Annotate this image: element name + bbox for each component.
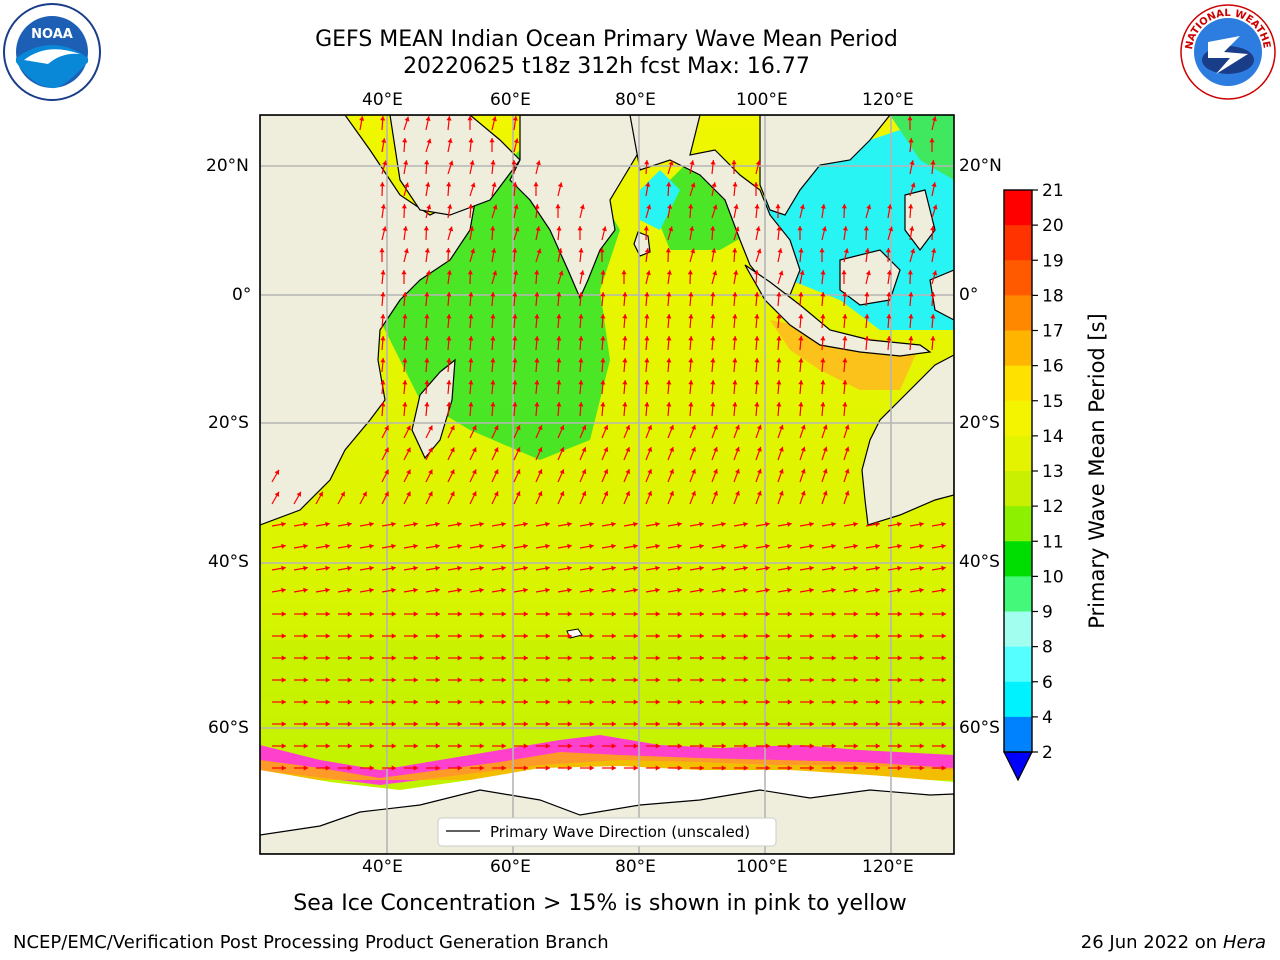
footer-machine: Hera <box>1222 932 1266 953</box>
lat-label-left-20n: 20°N <box>206 156 249 176</box>
footer-timestamp: 26 Jun 2022 on Hera <box>1081 932 1266 953</box>
india-land <box>509 115 641 300</box>
colorbar-band <box>1004 400 1032 437</box>
lat-label-left-40s: 40°S <box>208 552 249 572</box>
colorbar-tick-label: 10 <box>1042 567 1064 587</box>
direction-legend: Primary Wave Direction (unscaled) <box>437 817 777 847</box>
colorbar-tick-label: 14 <box>1042 427 1064 447</box>
lon-label-top-120e: 120°E <box>862 90 914 110</box>
footer-date: 26 Jun 2022 on <box>1080 932 1218 953</box>
gridlines <box>260 115 954 854</box>
australia-land <box>861 354 954 526</box>
arabia-land <box>389 115 521 216</box>
colorbar-tick-label: 6 <box>1042 673 1053 693</box>
colorbar-band <box>1004 295 1032 331</box>
chart-subtitle: 20220625 t18z 312h fcst Max: 16.77 <box>403 54 810 79</box>
indochina-land <box>629 115 801 296</box>
sea-ice-note: Sea Ice Concentration > 15% is shown in … <box>293 891 907 916</box>
colorbar-tick-label: 2 <box>1042 743 1053 763</box>
legend-label: Primary Wave Direction (unscaled) <box>490 823 750 841</box>
lat-label-left-20s: 20°S <box>208 413 249 433</box>
madagascar-land <box>411 358 456 460</box>
colorbar-band <box>1004 716 1032 753</box>
colorbar-tick-label: 20 <box>1042 216 1064 236</box>
colorbar-tick-label: 11 <box>1042 532 1064 552</box>
colorbar-tick-label: 16 <box>1042 357 1064 377</box>
colorbar-tick-label: 12 <box>1042 497 1064 517</box>
chart-title: GEFS MEAN Indian Ocean Primary Wave Mean… <box>315 27 898 52</box>
lat-label-right-40s: 40°S <box>959 552 1000 572</box>
colorbar-tick-label: 19 <box>1042 251 1064 271</box>
colorbar-extend-triangle <box>1003 751 1033 782</box>
colorbar-band <box>1004 681 1032 718</box>
borneo-land <box>839 249 901 306</box>
lat-label-right-60s: 60°S <box>959 718 1000 738</box>
lon-label-top-80e: 80°E <box>615 90 656 110</box>
south-band <box>260 640 954 700</box>
colorbar-band <box>1004 365 1032 402</box>
colorbar-band <box>1004 190 1032 226</box>
colorbar-tick-label: 21 <box>1042 181 1064 201</box>
map-frame <box>259 114 955 855</box>
lat-label-right-20s: 20°S <box>959 413 1000 433</box>
lat-label-right-20n: 20°N <box>959 156 1002 176</box>
lon-label-bottom-40e: 40°E <box>362 857 403 877</box>
colorbar-band <box>1004 435 1032 472</box>
lon-label-top-60e: 60°E <box>490 90 531 110</box>
colorbar-band <box>1004 541 1032 577</box>
colorbar-band <box>1004 225 1032 261</box>
colorbar-tick-label: 9 <box>1042 603 1053 623</box>
lon-label-bottom-60e: 60°E <box>490 857 531 877</box>
colorbar-tick-label: 4 <box>1042 708 1053 728</box>
green-wave-zone-pacific <box>890 115 954 180</box>
philippines-land <box>904 189 936 251</box>
colorbar-tick-label: 13 <box>1042 462 1064 482</box>
lon-label-top-100e: 100°E <box>736 90 788 110</box>
lon-label-bottom-100e: 100°E <box>736 857 788 877</box>
noaa-logo-text: NOAA <box>31 27 73 42</box>
colorbar-band <box>1004 506 1032 542</box>
footer-branch: NCEP/EMC/Verification Post Processing Pr… <box>13 932 609 953</box>
orange-wave-zone <box>770 320 920 390</box>
noaa-logo-icon: NOAA <box>3 3 101 101</box>
colorbar-band <box>1004 646 1032 683</box>
nws-logo-icon: NATIONAL WEATHER SERVICE <box>1178 2 1276 100</box>
colorbar-band <box>1004 576 1032 612</box>
colorbar-band <box>1004 471 1032 507</box>
colorbar: 21 20 19 18 17 16 15 14 13 12 11 10 9 8 6 4 2 <box>1003 181 1064 782</box>
lon-label-bottom-80e: 80°E <box>615 857 656 877</box>
colorbar-band <box>1004 260 1032 296</box>
colorbar-band <box>1004 611 1032 648</box>
colorbar-label: Primary Wave Mean Period [s] <box>1085 313 1109 629</box>
lat-label-right-0: 0° <box>959 285 979 305</box>
lon-label-top-40e: 40°E <box>362 90 403 110</box>
colorbar-tick-label: 17 <box>1042 322 1064 342</box>
colorbar-tick-label: 15 <box>1042 392 1064 412</box>
colorbar-band <box>1004 330 1032 367</box>
lon-label-bottom-120e: 120°E <box>862 857 914 877</box>
colorbar-tick-label: 8 <box>1042 638 1053 658</box>
lat-label-left-60s: 60°S <box>208 718 249 738</box>
lat-label-left-0: 0° <box>232 285 252 305</box>
wave-direction-arrows <box>271 115 946 771</box>
colorbar-tick-label: 18 <box>1042 286 1064 306</box>
